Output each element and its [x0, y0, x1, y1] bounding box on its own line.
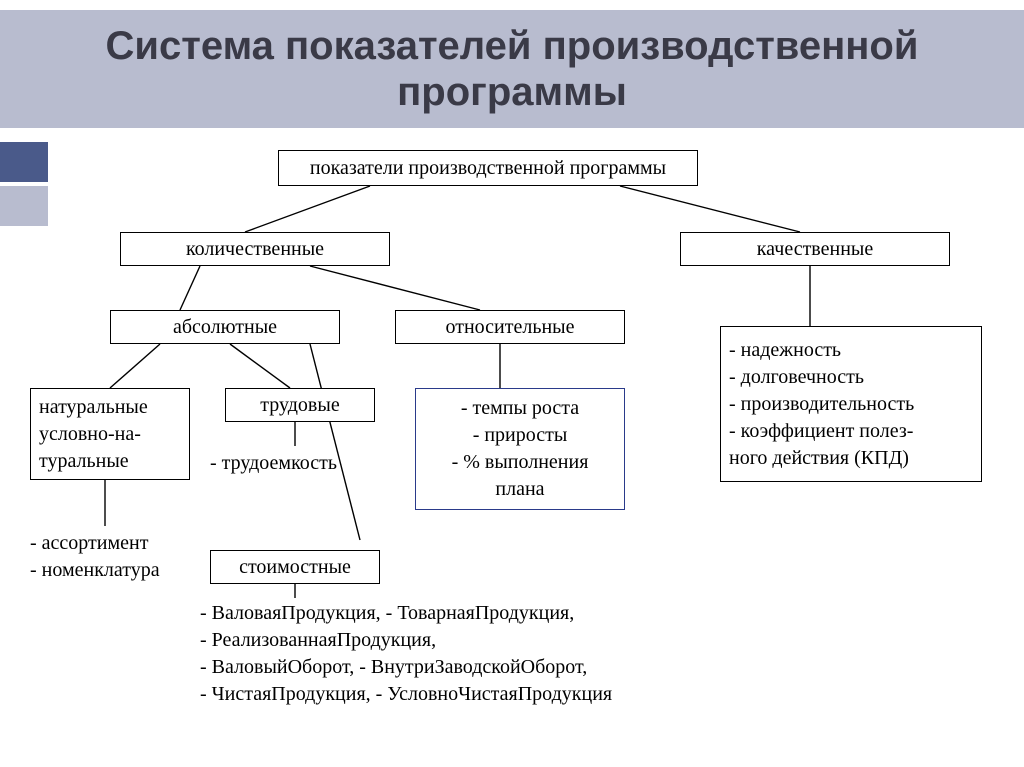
accent-bar-light	[0, 186, 48, 226]
node-root: показатели производственной программы	[278, 150, 698, 186]
node-relative: относительные	[395, 310, 625, 344]
node-relative-items: - темпы роста- приросты- % выполненияпла…	[415, 388, 625, 510]
node-labor: трудовые	[225, 388, 375, 422]
text-cost-note: - ВаловаяПродукция, - ТоварнаяПродукция,…	[200, 600, 612, 708]
title-band: Система показателей производственной про…	[0, 10, 1024, 128]
page-title: Система показателей производственной про…	[0, 23, 1024, 115]
node-natural: натуральныеусловно-на-туральные	[30, 388, 190, 480]
node-qualitative: качественные	[680, 232, 950, 266]
node-qualitative-items: - надежность- долговечность- производите…	[720, 326, 982, 482]
node-cost: стоимостные	[210, 550, 380, 584]
node-absolute: абсолютные	[110, 310, 340, 344]
text-labor-note: - трудоемкость	[210, 450, 337, 477]
text-natural-note: - ассортимент- номенклатура	[30, 530, 160, 584]
node-quantitative: количественные	[120, 232, 390, 266]
accent-bar-dark	[0, 142, 48, 182]
